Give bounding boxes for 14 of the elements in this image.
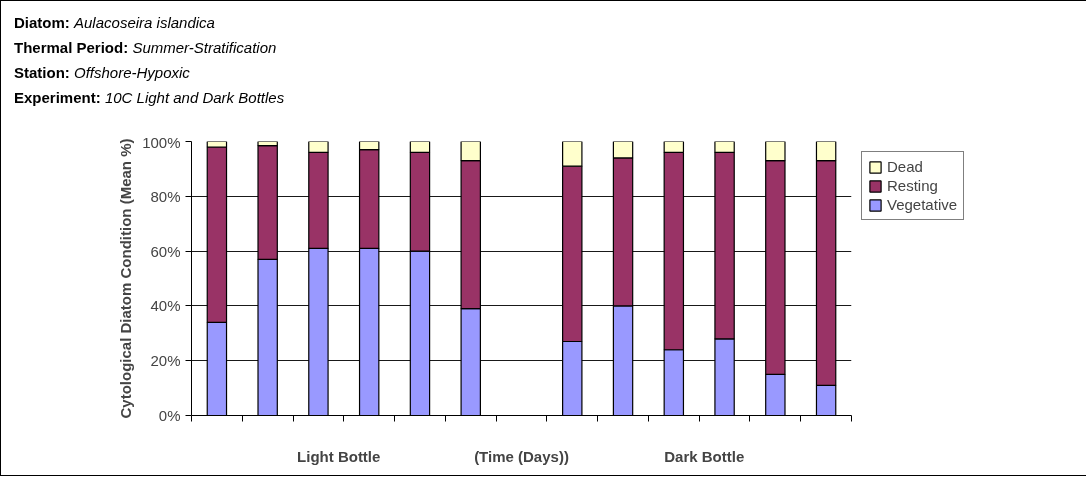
legend-label: Resting [887,177,938,194]
y-tick-label: 60% [150,242,181,260]
y-tick-label: 100% [142,133,181,151]
y-tick-label: 40% [150,297,181,315]
text: Light Bottle [297,447,381,465]
legend-label: Dead [887,158,923,175]
text: Dark Bottle [664,447,745,465]
y-tick-label: 20% [150,352,181,370]
y-tick-label: 80% [150,187,181,205]
y-tick-label: 0% [158,407,181,424]
y-axis-title: Cytological Diatom Condition (Mean %) [117,138,135,419]
chart-title: Diatom: Aulacoseira islandica Thermal Period: Summer-Stratification Station: Offshore-Hypoxic Experiment: 10C Light and Dark Bottles [14,14,285,106]
x-axis-title: (Time (Days)) [474,447,569,465]
legend-label: Vegetative [887,196,958,213]
